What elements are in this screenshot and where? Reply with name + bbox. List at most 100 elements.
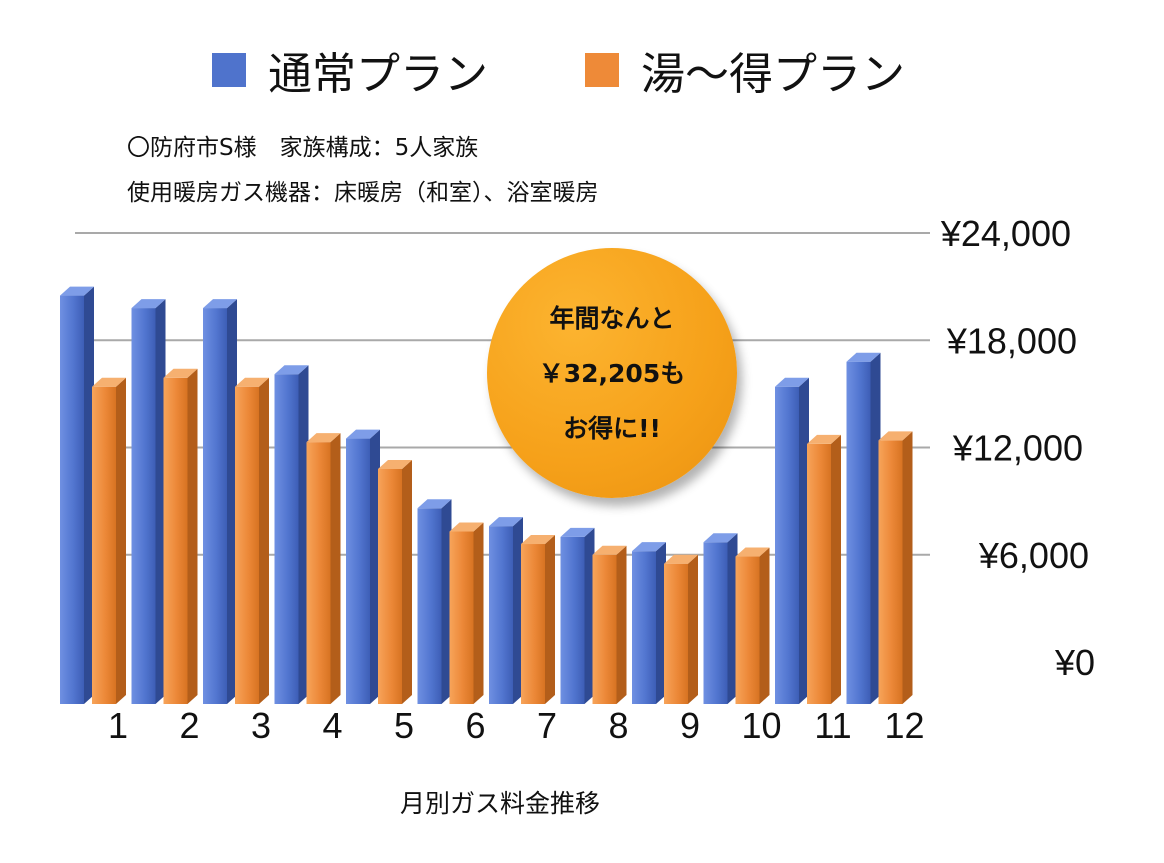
bar-standard-plan-month-7-top [489, 517, 523, 527]
bar-standard-plan-month-11 [775, 377, 809, 704]
bar-standard-plan-month-12 [846, 352, 881, 704]
bar-yutoku-plan-month-7-top [521, 535, 555, 545]
legend-item-yutoku-plan: 湯〜得プラン [585, 38, 905, 102]
bar-standard-plan-month-2-side [155, 299, 166, 704]
bar-standard-plan-month-8 [560, 527, 595, 704]
bar-standard-plan-month-9 [632, 542, 666, 704]
bar-yutoku-plan-month-3 [235, 377, 269, 704]
callout-line-3: お得に!! [563, 413, 661, 443]
y-tick-label: ¥6,000 [978, 535, 1089, 576]
bar-yutoku-plan-month-1-front [92, 386, 116, 704]
bar-yutoku-plan-month-12-front [878, 440, 903, 704]
x-tick-label: 7 [537, 705, 557, 746]
bar-standard-plan-month-2 [131, 299, 166, 704]
bar-standard-plan-month-4-side [298, 365, 309, 704]
x-axis-tick-labels: 1 2 3 4 5 6 7 8 9 10 11 12 [108, 705, 925, 746]
bar-yutoku-plan-month-2-side [187, 368, 198, 704]
bar-standard-plan-month-10-top [703, 533, 738, 543]
bar-yutoku-plan-month-11 [807, 434, 841, 704]
x-tick-label: 8 [608, 705, 628, 746]
bar-standard-plan-month-5-side [370, 429, 380, 704]
bar-yutoku-plan-month-1-side [116, 377, 126, 704]
bar-yutoku-plan-month-2-top [163, 368, 198, 378]
bar-yutoku-plan-month-6 [449, 522, 484, 704]
bar-standard-plan-month-3-top [203, 299, 237, 309]
bar-yutoku-plan-month-11-top [807, 434, 841, 444]
x-tick-label: 11 [814, 705, 851, 746]
legend-label-standard-plan: 通常プラン [268, 49, 488, 100]
x-tick-label: 5 [394, 705, 414, 746]
bar-standard-plan-month-11-front [775, 386, 799, 704]
bar-yutoku-plan-month-12 [878, 431, 913, 704]
bar-yutoku-plan-month-10-top [735, 547, 770, 557]
bar-yutoku-plan-month-9-top [664, 554, 698, 564]
heating-equipment-text: 使用暖房ガス機器：床暖房（和室）、浴室暖房 [127, 180, 599, 206]
bar-yutoku-plan-month-8-side [616, 545, 627, 704]
bar-yutoku-plan-month-7 [521, 535, 555, 704]
bar-standard-plan-month-1-top [60, 286, 94, 296]
y-axis-tick-labels: ¥0 ¥6,000 ¥12,000 ¥18,000 ¥24,000 [940, 213, 1095, 683]
bar-yutoku-plan-month-10-front [735, 556, 760, 704]
bar-yutoku-plan-month-4-front [306, 442, 331, 704]
bar-standard-plan-month-9-top [632, 542, 666, 552]
bar-standard-plan-month-6-front [417, 508, 442, 704]
y-tick-label: ¥24,000 [940, 213, 1071, 254]
bar-yutoku-plan-month-9-side [688, 554, 698, 704]
bar-yutoku-plan-month-6-top [449, 522, 484, 532]
bar-standard-plan-month-4-top [274, 365, 309, 375]
x-tick-label: 9 [680, 705, 700, 746]
bar-yutoku-plan-month-11-front [807, 443, 831, 704]
bar-standard-plan-month-5 [346, 429, 380, 704]
bar-yutoku-plan-month-10-side [759, 547, 770, 704]
bar-yutoku-plan-month-4-top [306, 433, 341, 443]
legend-label-yutoku-plan: 湯〜得プラン [641, 49, 905, 100]
bar-standard-plan-month-4 [274, 365, 309, 704]
bar-standard-plan-month-6-side [441, 499, 452, 704]
bar-standard-plan-month-7 [489, 517, 523, 704]
bar-yutoku-plan-month-2 [163, 368, 198, 704]
customer-info-text: 〇防府市S様 家族構成：5人家族 [127, 135, 479, 161]
bar-standard-plan-month-1-side [84, 286, 94, 704]
bar-standard-plan-month-1 [60, 286, 94, 704]
bar-standard-plan-month-3-side [227, 299, 237, 704]
bar-standard-plan-month-10-front [703, 542, 728, 704]
bar-yutoku-plan-month-8-top [592, 545, 627, 555]
callout-line-2: ￥32,205も [538, 358, 686, 388]
bar-yutoku-plan-month-5-top [378, 459, 412, 469]
bar-yutoku-plan-month-8-front [592, 554, 617, 704]
bar-standard-plan-month-9-side [656, 542, 666, 704]
y-tick-label: ¥18,000 [946, 320, 1077, 361]
legend-item-standard-plan: 通常プラン [212, 38, 488, 102]
x-tick-label: 10 [741, 705, 781, 746]
bar-standard-plan-month-12-top [846, 352, 881, 362]
bar-yutoku-plan-month-7-front [521, 544, 545, 704]
bar-standard-plan-month-4-front [274, 374, 299, 704]
bar-yutoku-plan-month-9 [664, 554, 698, 704]
bar-standard-plan-month-11-side [799, 377, 809, 704]
x-tick-label: 4 [322, 705, 342, 746]
legend-swatch-standard-plan [212, 53, 246, 87]
x-tick-label: 3 [251, 705, 271, 746]
bar-standard-plan-month-6-top [417, 499, 452, 509]
bar-yutoku-plan-month-3-side [259, 377, 269, 704]
bar-standard-plan-month-12-side [870, 352, 881, 704]
bar-standard-plan-month-8-side [584, 527, 595, 704]
x-tick-label: 12 [884, 705, 924, 746]
bar-standard-plan-month-5-front [346, 438, 370, 704]
bar-standard-plan-month-10 [703, 533, 738, 704]
bar-yutoku-plan-month-5-front [378, 468, 402, 704]
bar-standard-plan-month-3-front [203, 308, 227, 704]
bar-yutoku-plan-month-11-side [831, 434, 841, 704]
bar-standard-plan-month-12-front [846, 361, 871, 704]
bar-yutoku-plan-month-6-front [449, 531, 474, 704]
bar-yutoku-plan-month-1 [92, 377, 126, 704]
bar-yutoku-plan-month-8 [592, 545, 627, 704]
bar-standard-plan-month-2-top [131, 299, 166, 309]
bar-standard-plan-month-9-front [632, 551, 656, 704]
chart-legend: 通常プラン 湯〜得プラン [0, 38, 1164, 118]
bar-yutoku-plan-month-3-top [235, 377, 269, 387]
bar-standard-plan-month-7-side [513, 517, 523, 704]
bar-yutoku-plan-month-4-side [330, 433, 341, 704]
bar-yutoku-plan-month-4 [306, 433, 341, 704]
